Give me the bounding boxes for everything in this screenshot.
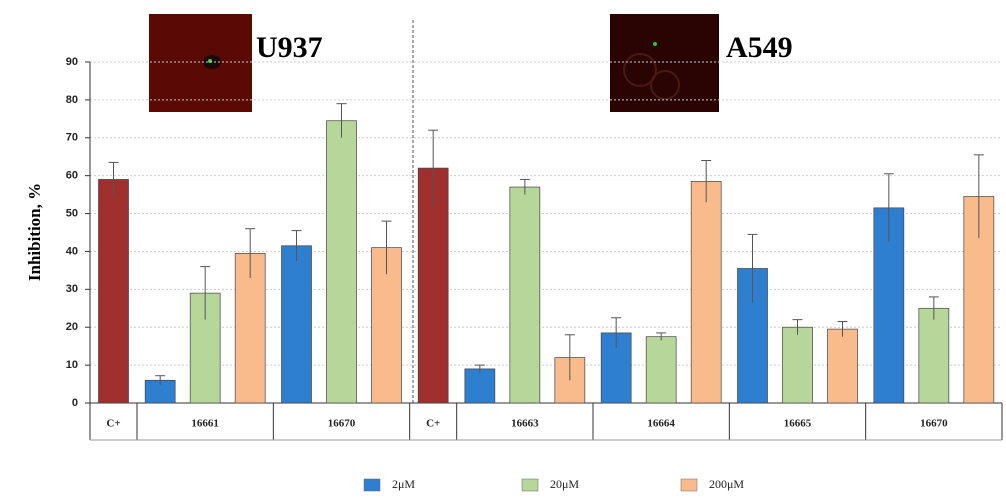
bar bbox=[782, 326, 813, 404]
x-tick-label: 16663 bbox=[511, 418, 539, 430]
x-tick-label: 16664 bbox=[647, 418, 675, 430]
panel-label: A549 bbox=[726, 31, 793, 64]
y-tick-label: 10 bbox=[66, 359, 78, 371]
x-tick-label: 16670 bbox=[920, 418, 948, 430]
bar bbox=[827, 328, 858, 404]
bar bbox=[690, 181, 722, 404]
bar bbox=[98, 179, 129, 404]
microscopy-image bbox=[149, 14, 252, 112]
legend-swatch bbox=[521, 478, 539, 492]
y-tick-label: 30 bbox=[66, 283, 78, 295]
x-tick-label: 16665 bbox=[784, 418, 812, 430]
cell bbox=[623, 53, 657, 87]
bar bbox=[464, 368, 496, 404]
y-tick-label: 40 bbox=[66, 245, 78, 257]
legend-label: 20μM bbox=[550, 477, 579, 491]
y-tick-label: 20 bbox=[66, 321, 78, 333]
legend-label: 2μM bbox=[392, 477, 415, 491]
y-tick-label: 70 bbox=[66, 132, 78, 144]
fluorescence bbox=[653, 42, 657, 46]
panel-label: U937 bbox=[256, 31, 323, 64]
bar bbox=[509, 186, 541, 404]
y-tick-label: 80 bbox=[66, 94, 78, 106]
x-tick-label: C+ bbox=[106, 418, 120, 430]
bar bbox=[645, 336, 677, 404]
microscopy-image bbox=[610, 14, 719, 112]
y-axis-label: Inhibition, % bbox=[25, 183, 44, 281]
x-tick-label: C+ bbox=[426, 418, 440, 430]
legend-swatch bbox=[363, 478, 381, 492]
y-tick-label: 90 bbox=[66, 56, 78, 68]
cell bbox=[650, 70, 680, 100]
legend-label: 200μM bbox=[709, 477, 744, 491]
y-tick-label: 50 bbox=[66, 207, 78, 219]
y-tick-label: 60 bbox=[66, 170, 78, 182]
y-tick-label: 0 bbox=[72, 397, 78, 409]
legend-swatch bbox=[680, 478, 698, 492]
bar bbox=[281, 245, 312, 404]
x-tick-label: 16670 bbox=[328, 418, 356, 430]
bar bbox=[326, 120, 357, 404]
bar bbox=[417, 167, 449, 404]
bar bbox=[918, 307, 950, 404]
x-tick-label: 16661 bbox=[191, 418, 219, 430]
